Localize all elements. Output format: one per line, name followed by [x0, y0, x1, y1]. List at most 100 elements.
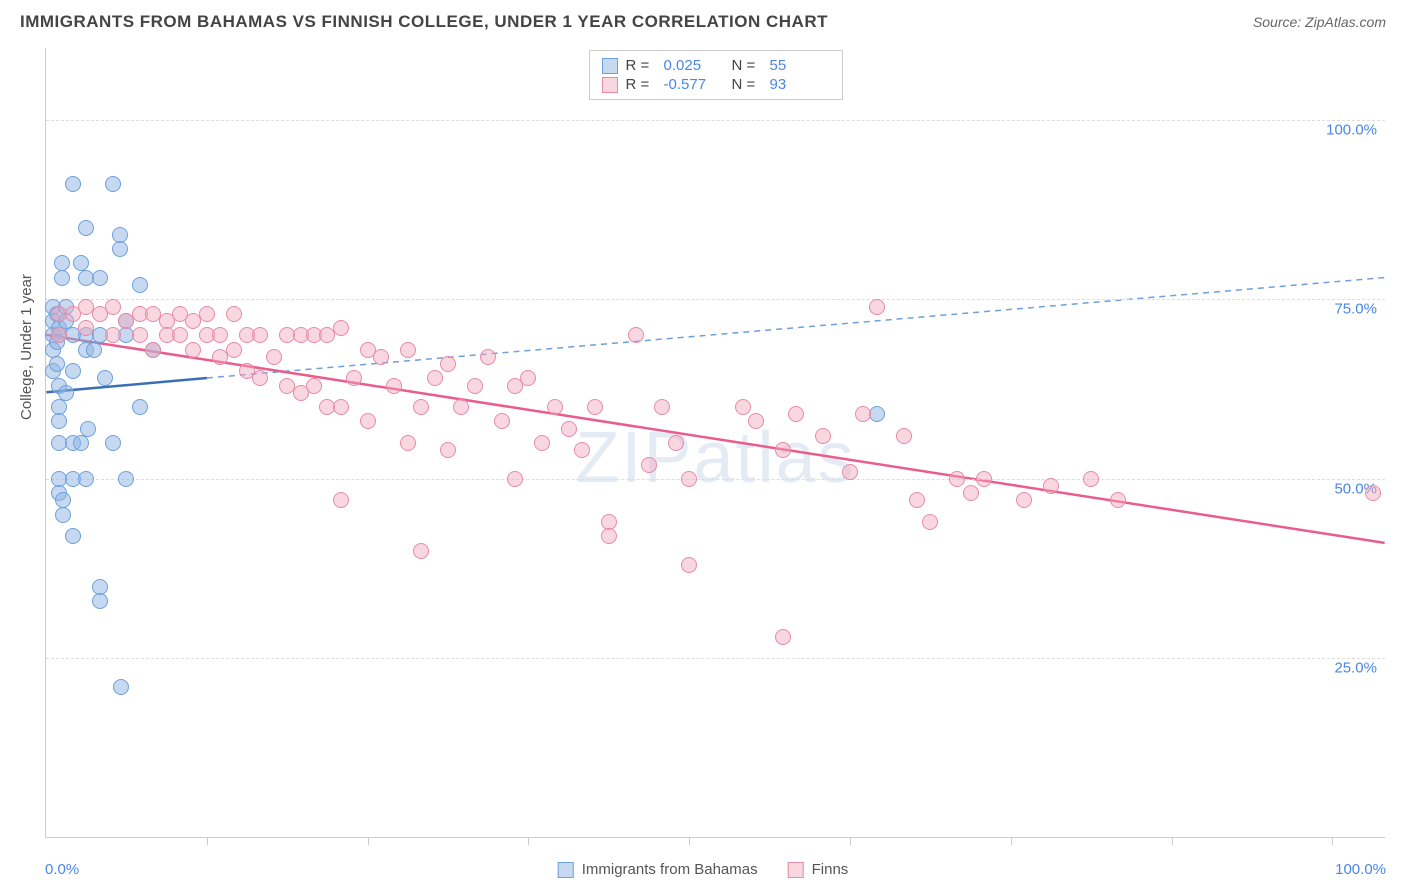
- data-point: [172, 327, 188, 343]
- data-point: [199, 306, 215, 322]
- y-tick-label: 100.0%: [1326, 121, 1377, 138]
- legend-item: Immigrants from Bahamas: [558, 861, 758, 878]
- data-point: [112, 241, 128, 257]
- stats-legend-box: R =0.025N =55R =-0.577N =93: [589, 50, 843, 100]
- x-tick: [850, 837, 851, 845]
- data-point: [78, 471, 94, 487]
- x-tick: [528, 837, 529, 845]
- data-point: [226, 306, 242, 322]
- data-point: [86, 342, 102, 358]
- data-point: [520, 370, 536, 386]
- data-point: [1043, 478, 1059, 494]
- data-point: [54, 255, 70, 271]
- data-point: [49, 356, 65, 372]
- data-point: [105, 299, 121, 315]
- data-point: [628, 327, 644, 343]
- x-tick: [1172, 837, 1173, 845]
- bottom-legend: Immigrants from Bahamas Finns: [558, 861, 849, 878]
- legend-swatch-icon: [788, 862, 804, 878]
- data-point: [922, 514, 938, 530]
- data-point: [413, 543, 429, 559]
- data-point: [346, 370, 362, 386]
- data-point: [212, 327, 228, 343]
- data-point: [55, 507, 71, 523]
- data-point: [65, 363, 81, 379]
- data-point: [132, 327, 148, 343]
- data-point: [51, 413, 67, 429]
- data-point: [1016, 492, 1032, 508]
- data-point: [480, 349, 496, 365]
- data-point: [815, 428, 831, 444]
- stat-n-value: 93: [770, 76, 830, 93]
- data-point: [54, 270, 70, 286]
- data-point: [185, 342, 201, 358]
- data-point: [360, 413, 376, 429]
- data-point: [306, 378, 322, 394]
- x-tick: [1011, 837, 1012, 845]
- data-point: [775, 442, 791, 458]
- data-point: [949, 471, 965, 487]
- data-point: [869, 299, 885, 315]
- x-tick: [1332, 837, 1333, 845]
- data-point: [51, 327, 67, 343]
- data-point: [1110, 492, 1126, 508]
- stat-r-value: -0.577: [664, 76, 724, 93]
- x-tick: [368, 837, 369, 845]
- data-point: [788, 406, 804, 422]
- data-point: [641, 457, 657, 473]
- data-point: [842, 464, 858, 480]
- gridline: [46, 658, 1385, 659]
- data-point: [92, 270, 108, 286]
- data-point: [226, 342, 242, 358]
- stat-n-label: N =: [732, 57, 762, 74]
- x-max-label: 100.0%: [1335, 861, 1386, 878]
- data-point: [413, 399, 429, 415]
- data-point: [373, 349, 389, 365]
- data-point: [252, 370, 268, 386]
- gridline: [46, 299, 1385, 300]
- gridline: [46, 479, 1385, 480]
- data-point: [507, 471, 523, 487]
- data-point: [467, 378, 483, 394]
- data-point: [266, 349, 282, 365]
- data-point: [748, 413, 764, 429]
- data-point: [97, 370, 113, 386]
- data-point: [561, 421, 577, 437]
- data-point: [78, 320, 94, 336]
- stat-r-value: 0.025: [664, 57, 724, 74]
- data-point: [145, 342, 161, 358]
- data-point: [775, 629, 791, 645]
- data-point: [453, 399, 469, 415]
- legend-label: Immigrants from Bahamas: [582, 861, 758, 878]
- data-point: [92, 593, 108, 609]
- x-min-label: 0.0%: [45, 861, 79, 878]
- x-tick: [689, 837, 690, 845]
- data-point: [896, 428, 912, 444]
- data-point: [427, 370, 443, 386]
- data-point: [78, 220, 94, 236]
- data-point: [132, 277, 148, 293]
- stat-n-label: N =: [732, 76, 762, 93]
- data-point: [65, 528, 81, 544]
- data-point: [333, 320, 349, 336]
- data-point: [909, 492, 925, 508]
- data-point: [601, 528, 617, 544]
- trend-lines-layer: [46, 48, 1385, 837]
- data-point: [654, 399, 670, 415]
- data-point: [1365, 485, 1381, 501]
- x-tick: [207, 837, 208, 845]
- legend-swatch-icon: [602, 77, 618, 93]
- data-point: [574, 442, 590, 458]
- data-point: [58, 385, 74, 401]
- chart-header: IMMIGRANTS FROM BAHAMAS VS FINNISH COLLE…: [0, 0, 1406, 38]
- data-point: [132, 399, 148, 415]
- stat-n-value: 55: [770, 57, 830, 74]
- data-point: [105, 176, 121, 192]
- data-point: [333, 492, 349, 508]
- y-axis-label: College, Under 1 year: [18, 274, 35, 420]
- legend-item: Finns: [788, 861, 849, 878]
- data-point: [681, 557, 697, 573]
- data-point: [976, 471, 992, 487]
- data-point: [333, 399, 349, 415]
- data-point: [400, 342, 416, 358]
